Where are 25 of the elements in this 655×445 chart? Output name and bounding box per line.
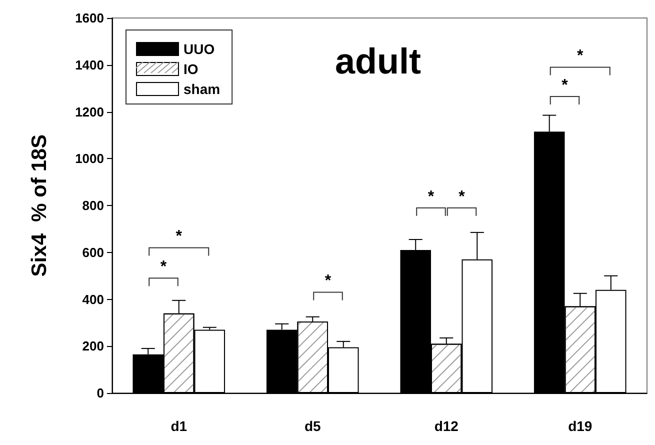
x-tick-label: d1 xyxy=(170,418,188,434)
annotation: * xyxy=(458,188,466,206)
x-tick-label: d19 xyxy=(568,418,592,434)
y-tick-label: 400 xyxy=(82,292,104,307)
y-tick-label: 200 xyxy=(82,338,104,354)
annotation: * xyxy=(577,48,584,65)
annotation: * xyxy=(324,272,332,290)
legend-label: IO xyxy=(184,61,198,77)
x-tick-label: d5 xyxy=(304,418,322,434)
y-tick-label: 0 xyxy=(96,386,104,400)
annotation: * xyxy=(428,188,435,206)
legend-label: sham xyxy=(184,81,220,97)
y-tick-label: 1600 xyxy=(75,10,104,26)
legend-label: UUO xyxy=(184,41,215,57)
x-tick-label: d12 xyxy=(434,418,459,434)
y-tick-label: 1000 xyxy=(75,151,104,166)
y-tick-label: 600 xyxy=(82,244,104,260)
text: adult xyxy=(335,40,422,82)
y-tick-label: 1400 xyxy=(75,57,104,72)
y-tick-label: 800 xyxy=(82,198,104,213)
annotation: * xyxy=(562,77,569,94)
y-axis-title: Six4 % of 18S xyxy=(28,134,51,277)
annotation: * xyxy=(176,228,183,246)
annotation: * xyxy=(160,258,168,276)
y-tick-label: 1200 xyxy=(75,104,104,120)
